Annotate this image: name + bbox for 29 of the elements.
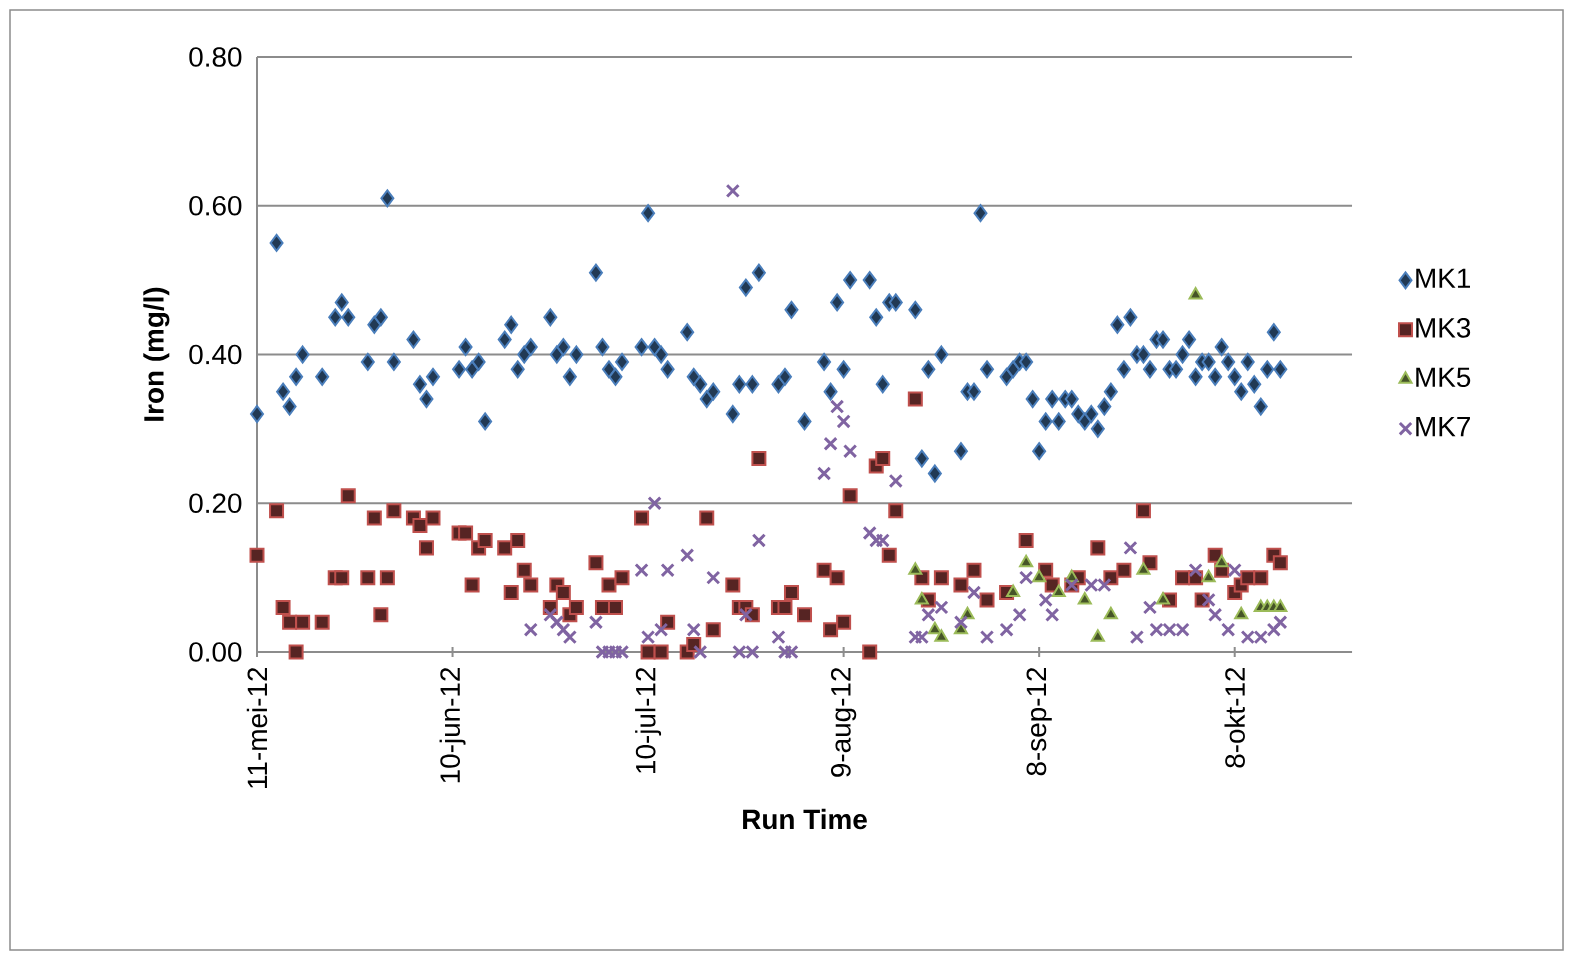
y-tick-label: 0.60	[189, 195, 242, 216]
point	[960, 606, 975, 620]
legend-label: MK7	[1416, 417, 1470, 437]
x-tick-label: 9-aug-12	[831, 667, 857, 777]
x-tick-label: 11-mei-12	[246, 667, 268, 788]
x-tick-label: 10-jun-12	[439, 667, 466, 783]
point	[1019, 554, 1034, 568]
y-tick-label: 0.80	[189, 47, 242, 67]
legend-label: MK3	[1416, 318, 1471, 338]
y-tick-label: 0.20	[189, 493, 242, 514]
point	[934, 629, 949, 642]
point	[1234, 606, 1249, 620]
legend-label: MK5	[1416, 367, 1471, 388]
point	[1273, 599, 1288, 612]
point	[1201, 569, 1216, 583]
x-tick-label: 8-okt-12	[1224, 667, 1245, 768]
point	[1077, 591, 1092, 605]
point	[1188, 287, 1203, 300]
x-tick-label: 10-jul-12	[635, 667, 662, 773]
y-tick-label: 0.40	[189, 344, 242, 365]
point	[1090, 629, 1105, 642]
y-tick-label: 0.00	[189, 642, 242, 662]
x-tick-label: 8-sep-12	[1026, 667, 1052, 776]
point	[908, 562, 923, 575]
y-axis-title: Iron (mg/l)	[143, 287, 170, 421]
x-axis-title: Run Time	[743, 808, 867, 830]
point	[1103, 606, 1118, 620]
legend-label: MK1	[1416, 268, 1470, 288]
point	[927, 621, 942, 635]
